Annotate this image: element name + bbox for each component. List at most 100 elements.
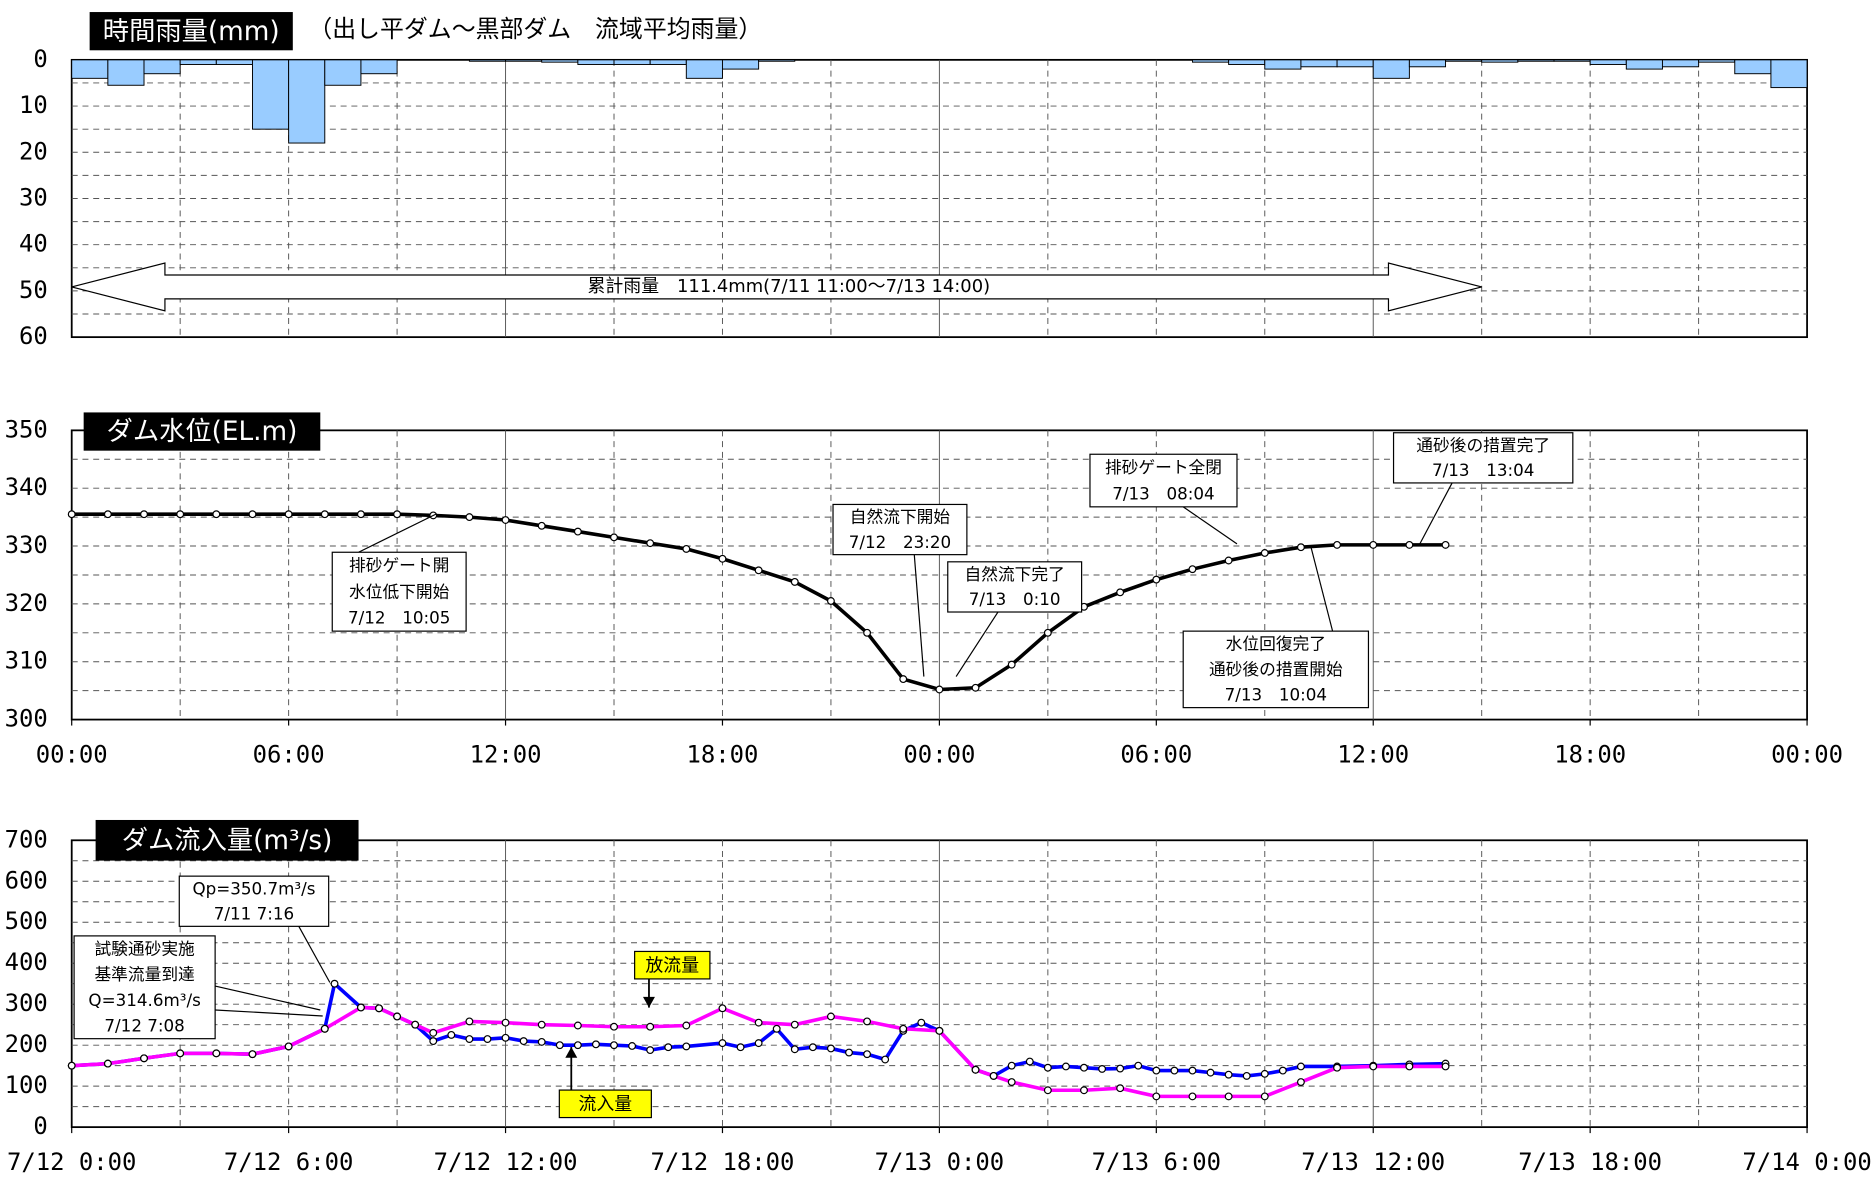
data-point bbox=[465, 1017, 474, 1026]
callout-pointer bbox=[215, 1009, 323, 1017]
data-point bbox=[971, 683, 980, 692]
data-point bbox=[772, 1024, 781, 1033]
callout-text: 排砂ゲート開 bbox=[349, 555, 449, 575]
x-tick-label: 7/12 18:00 bbox=[651, 1148, 795, 1176]
data-point bbox=[845, 1048, 853, 1057]
data-point bbox=[1441, 540, 1450, 549]
callout-text: 7/13 08:04 bbox=[1112, 483, 1214, 503]
chart-title: ダム流入量(m³/s) bbox=[122, 826, 333, 856]
data-point bbox=[573, 527, 582, 536]
bar bbox=[179, 59, 217, 65]
data-point bbox=[899, 1024, 908, 1033]
bar bbox=[468, 59, 507, 62]
data-point bbox=[573, 1021, 582, 1030]
data-point bbox=[935, 685, 944, 694]
data-point bbox=[646, 1022, 655, 1031]
data-point bbox=[375, 1004, 383, 1013]
data-point bbox=[1278, 1066, 1287, 1075]
data-point bbox=[881, 1055, 890, 1064]
data-point bbox=[284, 1042, 293, 1051]
data-point bbox=[808, 1043, 817, 1052]
x-tick-label: 7/13 18:00 bbox=[1518, 1148, 1662, 1176]
data-point bbox=[140, 510, 148, 519]
data-point bbox=[718, 1039, 727, 1048]
data-point bbox=[501, 1033, 510, 1042]
data-point bbox=[1007, 660, 1016, 669]
x-tick-label: 06:00 bbox=[253, 740, 325, 768]
legend-arrowhead bbox=[565, 1047, 578, 1058]
data-point bbox=[1405, 1062, 1414, 1071]
data-point bbox=[176, 510, 185, 519]
data-point bbox=[1025, 1057, 1034, 1066]
data-point bbox=[989, 1071, 998, 1080]
bar bbox=[649, 59, 687, 65]
data-point bbox=[1188, 1092, 1197, 1101]
data-point bbox=[682, 1021, 691, 1030]
chart-title: ダム水位(EL.m) bbox=[107, 417, 298, 447]
bar bbox=[215, 59, 253, 65]
y-tick-label: 60 bbox=[19, 322, 48, 350]
data-point bbox=[718, 1004, 727, 1013]
data-point bbox=[1134, 1061, 1143, 1070]
data-point bbox=[573, 1041, 582, 1050]
title-box bbox=[95, 819, 359, 861]
data-point bbox=[1007, 1078, 1016, 1086]
data-point bbox=[591, 1040, 600, 1049]
data-point bbox=[1043, 1063, 1052, 1072]
data-point bbox=[103, 510, 112, 519]
x-tick-label: 7/12 12:00 bbox=[434, 1148, 578, 1176]
data-point bbox=[1333, 540, 1342, 549]
data-point bbox=[610, 533, 618, 542]
data-point bbox=[537, 1020, 546, 1029]
callout-box bbox=[73, 935, 216, 1040]
double-arrow bbox=[71, 262, 1482, 312]
callout-pointer bbox=[1419, 482, 1453, 545]
callout-pointer bbox=[298, 926, 331, 983]
bar bbox=[1408, 59, 1447, 68]
x-tick-label: 18:00 bbox=[687, 740, 759, 768]
data-point bbox=[537, 521, 546, 530]
data-point bbox=[1080, 1063, 1088, 1072]
data-point bbox=[1116, 588, 1125, 597]
data-point bbox=[718, 554, 727, 563]
data-point bbox=[1007, 1061, 1016, 1070]
bar bbox=[1300, 59, 1338, 68]
data-point bbox=[67, 510, 76, 519]
title-box bbox=[83, 412, 321, 451]
data-point bbox=[447, 1030, 456, 1039]
data-point bbox=[519, 1037, 528, 1046]
y-tick-label: 700 bbox=[5, 825, 48, 853]
data-point bbox=[1296, 1062, 1305, 1071]
bar bbox=[1698, 59, 1736, 63]
bar bbox=[324, 59, 362, 86]
callout-text: 水位回復完了 bbox=[1226, 634, 1326, 654]
data-point bbox=[628, 1042, 637, 1050]
bar bbox=[1625, 59, 1663, 70]
data-point bbox=[971, 1065, 980, 1074]
bar bbox=[143, 59, 181, 75]
callout-pointer bbox=[1310, 547, 1334, 632]
data-point bbox=[393, 1012, 402, 1021]
data-point bbox=[1061, 1062, 1070, 1071]
x-tick-label: 06:00 bbox=[1120, 740, 1192, 768]
data-point bbox=[754, 1018, 763, 1027]
x-tick-label: 7/14 0:00 bbox=[1742, 1148, 1871, 1176]
bar bbox=[1336, 59, 1374, 68]
data-point bbox=[1043, 1086, 1052, 1095]
data-point bbox=[284, 510, 293, 519]
data-point bbox=[863, 1017, 872, 1026]
data-point bbox=[356, 510, 365, 519]
bar bbox=[577, 59, 615, 65]
data-point bbox=[1242, 1071, 1251, 1080]
data-point bbox=[1188, 1066, 1197, 1075]
data-point bbox=[537, 1037, 546, 1046]
data-point bbox=[917, 1018, 926, 1027]
data-point bbox=[248, 510, 257, 519]
x-tick-label: 12:00 bbox=[1337, 740, 1409, 768]
bar bbox=[1770, 59, 1808, 89]
bar bbox=[721, 59, 760, 70]
callout-text: 7/13 13:04 bbox=[1432, 460, 1534, 480]
data-point bbox=[1260, 1092, 1269, 1101]
